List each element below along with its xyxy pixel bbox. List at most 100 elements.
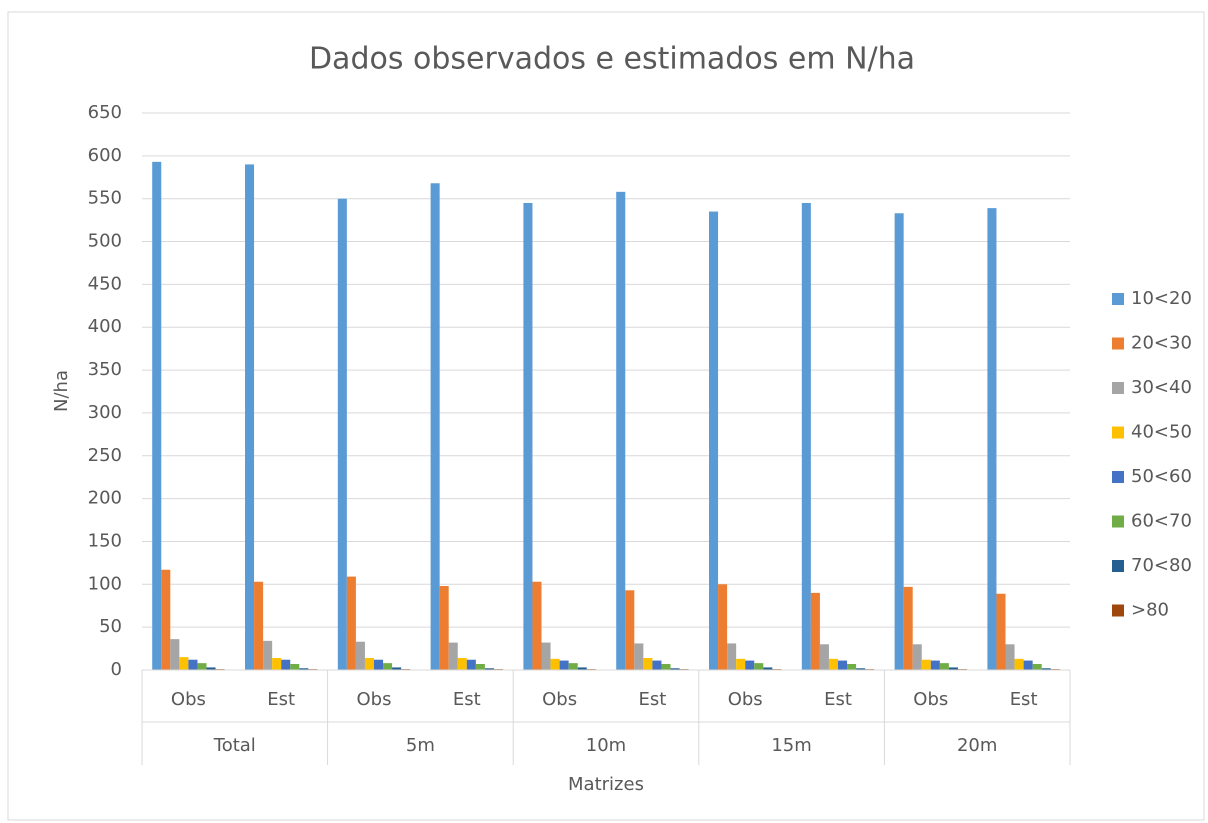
bar	[939, 663, 949, 670]
bar	[930, 660, 940, 670]
bar	[987, 208, 997, 670]
bar	[355, 641, 365, 670]
bar	[466, 659, 476, 670]
group-label: 20m	[957, 735, 997, 756]
legend-swatch	[1112, 426, 1124, 439]
y-tick-label: 150	[88, 530, 122, 551]
y-tick-label: 500	[88, 231, 122, 252]
bar	[754, 663, 764, 670]
bar	[1023, 660, 1033, 670]
bar	[439, 586, 449, 670]
group-label: 15m	[771, 735, 811, 756]
bar	[374, 659, 384, 670]
bar	[643, 658, 653, 670]
bar	[625, 590, 635, 670]
bar	[541, 642, 551, 670]
bar	[272, 658, 282, 670]
bar	[206, 667, 216, 670]
y-tick-label: 0	[111, 659, 122, 680]
bar	[661, 664, 671, 670]
bar	[838, 660, 848, 670]
bar	[475, 664, 485, 670]
legend-label: 20<30	[1131, 333, 1192, 354]
bar	[263, 640, 273, 670]
bar	[903, 586, 913, 670]
bar	[670, 668, 680, 670]
bar	[484, 668, 494, 670]
bar	[828, 658, 838, 670]
legend-swatch	[1112, 293, 1124, 305]
bar	[188, 659, 198, 670]
y-tick-label: 600	[88, 145, 122, 166]
y-tick-label: 250	[88, 445, 122, 466]
legend-label: >80	[1131, 600, 1169, 621]
legend-swatch	[1112, 337, 1124, 350]
bar	[152, 161, 162, 671]
bar	[299, 668, 309, 670]
bar	[577, 667, 587, 670]
chart-border	[7, 11, 1205, 821]
x-tick-label: Est	[267, 689, 295, 710]
bar	[392, 667, 402, 670]
bar	[364, 658, 374, 670]
x-tick-label: Est	[824, 689, 852, 710]
x-tick-label: Obs	[542, 689, 577, 710]
bar	[921, 659, 931, 670]
bar	[457, 658, 467, 670]
group-label: Total	[213, 735, 256, 756]
bar	[912, 644, 922, 670]
y-tick-label: 100	[88, 573, 122, 594]
y-tick-label: 50	[99, 616, 122, 637]
bar	[616, 191, 626, 671]
bar	[810, 592, 820, 670]
bar	[245, 164, 255, 670]
legend-swatch	[1112, 515, 1124, 528]
bar	[559, 660, 569, 670]
legend-label: 10<20	[1131, 288, 1192, 309]
group-label: 5m	[406, 735, 435, 756]
bar	[1041, 668, 1051, 670]
legend-label: 70<80	[1131, 555, 1192, 576]
bar	[1005, 644, 1015, 670]
bar	[550, 658, 560, 670]
bar	[161, 569, 171, 670]
y-tick-label: 200	[88, 488, 122, 509]
bar	[337, 198, 347, 670]
bar	[894, 213, 904, 670]
y-tick-label: 400	[88, 316, 122, 337]
legend-label: 60<70	[1131, 511, 1192, 532]
legend-swatch	[1112, 560, 1124, 572]
bar	[634, 643, 644, 670]
bar	[170, 639, 180, 670]
x-tick-label: Obs	[357, 689, 392, 710]
bar	[383, 663, 393, 670]
x-tick-label: Est	[1010, 689, 1038, 710]
x-tick-label: Obs	[913, 689, 948, 710]
bar	[254, 581, 264, 670]
bar	[718, 584, 728, 670]
bar	[346, 576, 356, 670]
y-tick-label: 300	[88, 402, 122, 423]
legend-label: 30<40	[1131, 377, 1192, 398]
y-axis-label: N/ha	[51, 370, 72, 412]
bar	[290, 664, 300, 670]
x-axis-label: Matrizes	[568, 774, 644, 795]
y-tick-label: 450	[88, 273, 122, 294]
x-tick-label: Est	[638, 689, 666, 710]
bar	[727, 643, 737, 670]
y-tick-label: 550	[88, 188, 122, 209]
legend-swatch	[1112, 471, 1124, 483]
bar	[179, 657, 189, 670]
x-tick-label: Obs	[728, 689, 763, 710]
bar	[856, 668, 866, 670]
bar	[568, 663, 578, 670]
bar	[1014, 658, 1024, 670]
bar	[532, 581, 542, 670]
bar	[1032, 664, 1042, 670]
bar	[763, 667, 773, 670]
bar	[745, 660, 755, 670]
group-label: 10m	[586, 735, 626, 756]
y-tick-label: 650	[88, 102, 122, 123]
legend-label: 40<50	[1131, 422, 1192, 443]
